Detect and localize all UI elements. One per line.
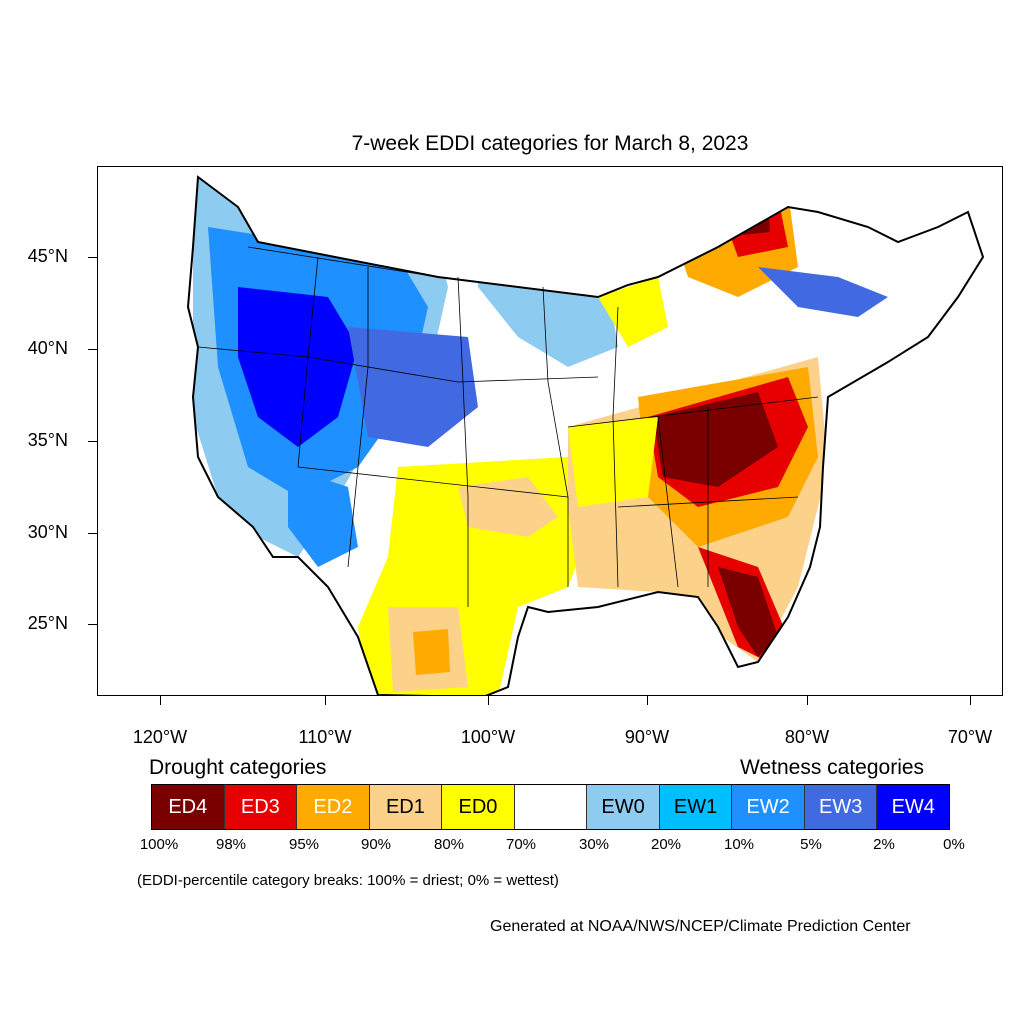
eddi-map: [97, 166, 1003, 696]
break-label: 20%: [650, 836, 682, 853]
wetness-heading: Wetness categories: [740, 756, 925, 779]
break-label: 100%: [139, 836, 179, 853]
drought-heading: Drought categories: [149, 756, 327, 779]
lat-tick: [88, 624, 97, 625]
legend-box-ed3: ED3: [224, 785, 298, 829]
lon-tick: [160, 696, 161, 705]
state-boundaries: [197, 246, 819, 607]
break-label: 95%: [288, 836, 320, 853]
legend-label: ED3: [240, 795, 280, 818]
legend-label: EW0: [601, 795, 645, 818]
lat-tick: [88, 533, 97, 534]
break-label: 5%: [800, 836, 822, 853]
legend-box-ew4: EW4: [877, 785, 950, 829]
break-label: 98%: [215, 836, 247, 853]
lon-tick: [647, 696, 648, 705]
legend-label: EW1: [673, 795, 718, 818]
lon-label: 80°W: [784, 727, 830, 747]
lat-tick: [88, 349, 97, 350]
legend-label: EW2: [746, 795, 790, 818]
break-label: 10%: [723, 836, 755, 853]
break-label: 0%: [943, 836, 965, 853]
map-canvas: [186, 175, 985, 695]
lat-label: 25°N: [27, 613, 68, 633]
legend-box-ed2: ED2: [297, 785, 370, 829]
category-legend: ED4 ED3 ED2 ED1 ED0 EW0 EW1 EW2 EW3 EW4: [151, 784, 950, 830]
break-label: 2%: [873, 836, 895, 853]
legend-label: ED0: [458, 795, 498, 818]
lon-tick: [488, 696, 489, 705]
lon-tick: [807, 696, 808, 705]
legend-label: ED4: [168, 795, 208, 818]
legend-box-neutral: [514, 785, 588, 829]
lon-label: 90°W: [624, 727, 670, 747]
coastline-layer: [186, 175, 985, 695]
legend-box-ew2: EW2: [732, 785, 805, 829]
break-label: 70%: [505, 836, 537, 853]
lat-label: 45°N: [27, 246, 68, 266]
lon-label: 120°W: [132, 727, 188, 747]
legend-box-ew1: EW1: [659, 785, 733, 829]
legend-label: EW4: [891, 795, 935, 818]
legend-label: EW3: [819, 795, 863, 818]
category-note: (EDDI-percentile category breaks: 100% =…: [137, 872, 559, 889]
legend-label: ED1: [385, 795, 425, 818]
lat-label: 35°N: [27, 430, 68, 450]
break-label: 30%: [578, 836, 610, 853]
legend-box-ed1: ED1: [369, 785, 443, 829]
break-label: 80%: [433, 836, 465, 853]
lat-label: 30°N: [27, 522, 68, 542]
credit-line: Generated at NOAA/NWS/NCEP/Climate Predi…: [490, 918, 911, 935]
lon-tick: [325, 696, 326, 705]
lon-label: 110°W: [298, 727, 352, 747]
legend-box-ed0: ED0: [442, 785, 515, 829]
legend-box-ew0: EW0: [587, 785, 660, 829]
legend-box-ed4: ED4: [152, 785, 225, 829]
map-title: 7-week EDDI categories for March 8, 2023: [351, 132, 749, 155]
lon-label: 70°W: [947, 727, 993, 747]
legend-label: ED2: [313, 795, 353, 818]
lat-label: 40°N: [27, 338, 68, 358]
lon-tick: [970, 696, 971, 705]
break-label: 90%: [360, 836, 392, 853]
lon-label: 100°W: [460, 727, 516, 747]
lat-tick: [88, 441, 97, 442]
lat-tick: [88, 257, 97, 258]
legend-box-ew3: EW3: [804, 785, 878, 829]
category-fill-layer: [188, 177, 983, 695]
